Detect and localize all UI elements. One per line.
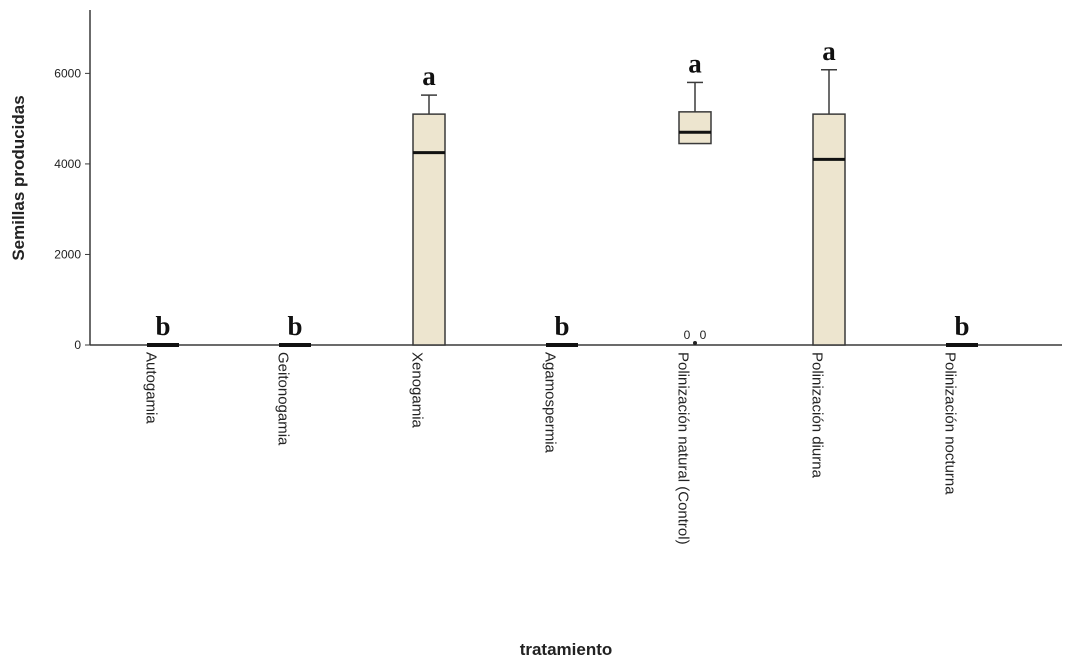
category-label: Polinización nocturna [942,352,959,495]
box-4: b [546,311,578,347]
x-axis-title: tratamiento [520,640,613,659]
significance-letter: a [688,48,702,78]
boxes-layer: b b a b a 0 0 a b [147,36,978,347]
significance-letter: b [954,311,969,341]
category-label: Geitonogamia [275,352,292,446]
box-2: b [279,311,311,347]
outlier-point [693,341,697,345]
iqr-box [412,113,446,346]
y-tick-label: 4000 [54,157,81,171]
iqr-box [678,111,712,145]
category-label: Autogamia [143,352,160,424]
y-axis: 0 2000 4000 6000 [54,10,91,352]
y-tick-label: 0 [74,338,81,352]
category-label: Polinización diurna [809,352,826,479]
outlier-label: 0 [684,328,691,342]
category-label: Agamospermia [542,352,559,454]
outlier-label: 0 [700,328,707,342]
y-tick-label: 6000 [54,66,81,80]
significance-letter: b [155,311,170,341]
y-axis-title: Semillas producidas [9,95,28,260]
box-1: b [147,311,179,347]
y-tick-label: 2000 [54,247,81,261]
iqr-box [812,113,846,346]
box-7: b [946,311,978,347]
category-labels: Autogamia Geitonogamia Xenogamia Agamosperm… [143,352,959,545]
category-label: Polinización natural (Control) [675,352,692,545]
box-5: a 0 0 [678,48,712,345]
significance-letter: b [554,311,569,341]
significance-letter: a [422,61,436,91]
box-6: a [812,36,846,346]
significance-letter: b [287,311,302,341]
significance-letter: a [822,36,836,66]
category-label: Xenogamia [409,352,426,429]
box-3: a [412,61,446,346]
